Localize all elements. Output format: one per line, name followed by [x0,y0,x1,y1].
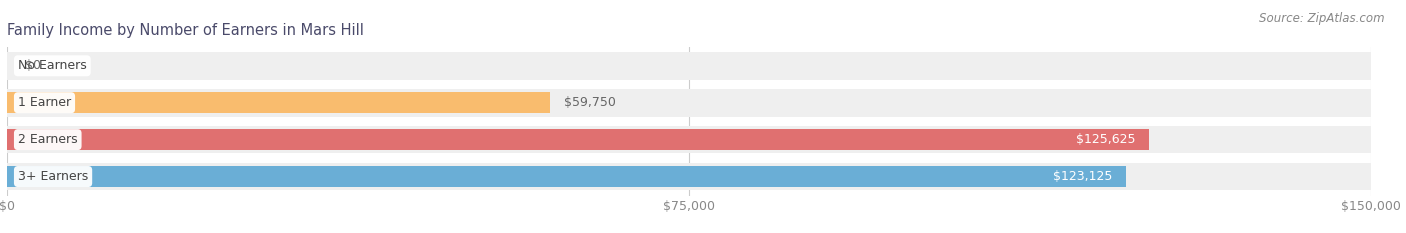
Text: $0: $0 [25,59,41,72]
Text: No Earners: No Earners [18,59,87,72]
Text: $125,625: $125,625 [1076,133,1136,146]
Bar [7,89,1371,116]
Bar [7,129,1149,150]
Text: 3+ Earners: 3+ Earners [18,170,89,183]
Text: Family Income by Number of Earners in Mars Hill: Family Income by Number of Earners in Ma… [7,24,364,38]
Bar [7,52,1371,80]
Text: $123,125: $123,125 [1053,170,1114,183]
Text: 1 Earner: 1 Earner [18,96,72,109]
Bar [7,126,1371,154]
Text: 2 Earners: 2 Earners [18,133,77,146]
Text: $59,750: $59,750 [564,96,616,109]
Text: Source: ZipAtlas.com: Source: ZipAtlas.com [1260,12,1385,25]
Bar [7,166,1126,187]
Bar [7,92,550,113]
Bar [7,163,1371,190]
